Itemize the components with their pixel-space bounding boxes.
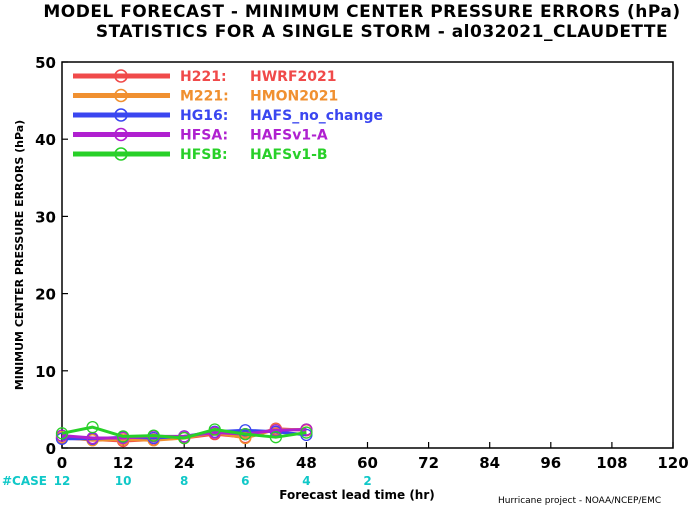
y-tick-label: 0	[46, 440, 56, 458]
x-tick-label: 12	[113, 454, 134, 472]
case-count: 12	[54, 474, 71, 488]
y-tick-label: 10	[35, 363, 56, 381]
y-tick-label: 20	[35, 286, 56, 304]
legend-swatch-marker	[114, 108, 128, 122]
series-hafsv1-b	[55, 421, 313, 445]
legend-label: M221:	[180, 89, 229, 105]
case-count: 10	[115, 474, 132, 488]
data-point	[178, 431, 191, 445]
data-point	[239, 431, 252, 445]
data-point	[208, 426, 221, 439]
legend-desc: HAFSv1-B	[250, 147, 328, 163]
x-tick-label: 0	[57, 454, 67, 472]
y-tick-label: 50	[35, 54, 56, 72]
data-point	[269, 431, 283, 444]
x-tick-label: 84	[479, 454, 500, 472]
x-tick-label: 24	[174, 454, 195, 472]
legend-label: HFSB:	[180, 147, 228, 163]
legend-swatch-marker	[114, 147, 128, 161]
legend-swatch-marker	[114, 69, 128, 83]
legend-desc: HAFS_no_change	[250, 108, 383, 124]
case-label: #CASE	[2, 474, 47, 488]
legend-swatch-marker	[114, 127, 128, 142]
case-count: 4	[302, 474, 310, 488]
data-point	[147, 429, 160, 442]
legend-entry: HFSB: HAFSv1-B	[73, 147, 328, 163]
data-point	[300, 426, 313, 439]
legend-desc: HAFSv1-A	[250, 128, 328, 144]
case-count: 2	[363, 474, 371, 488]
y-axis-label: MINIMUM CENTER PRESSURE ERRORS (hPa)	[13, 120, 26, 390]
x-tick-label: 72	[418, 454, 439, 472]
x-tick-label: 48	[296, 454, 317, 472]
legend-entry: HG16: HAFS_no_change	[73, 108, 383, 124]
x-tick-label: 96	[540, 454, 561, 472]
data-point	[86, 421, 99, 434]
data-point	[239, 424, 252, 437]
series-line	[61, 425, 307, 440]
legend-desc: HMON2021	[250, 89, 338, 105]
legend-label: HFSA:	[180, 128, 228, 144]
y-tick-label: 30	[35, 208, 56, 226]
legend-entry: H221: HWRF2021	[73, 69, 336, 85]
case-count: 8	[180, 474, 188, 488]
data-point	[300, 423, 313, 436]
data-point	[116, 430, 130, 443]
credit-text: Hurricane project - NOAA/NCEP/EMC	[498, 496, 661, 506]
x-tick-label: 36	[235, 454, 256, 472]
legend-desc: HWRF2021	[250, 69, 336, 85]
legend-swatch-marker	[114, 88, 128, 103]
legend-entry: M221: HMON2021	[73, 89, 338, 105]
chart-title-line1: MODEL FORECAST - MINIMUM CENTER PRESSURE…	[43, 2, 680, 22]
x-tick-label: 120	[657, 454, 688, 472]
data-point	[239, 427, 252, 441]
x-tick-label: 60	[357, 454, 378, 472]
case-count: 6	[241, 474, 249, 488]
x-axis-label: Forecast lead time (hr)	[279, 488, 435, 502]
legend-label: HG16:	[180, 108, 228, 124]
legend-label: H221:	[180, 69, 227, 85]
chart-title-line2: STATISTICS FOR A SINGLE STORM - al032021…	[96, 22, 668, 42]
legend-entry: HFSA: HAFSv1-A	[73, 128, 328, 144]
x-tick-label: 108	[596, 454, 627, 472]
data-point	[55, 427, 69, 440]
data-point	[208, 423, 221, 436]
y-tick-label: 40	[35, 131, 56, 149]
